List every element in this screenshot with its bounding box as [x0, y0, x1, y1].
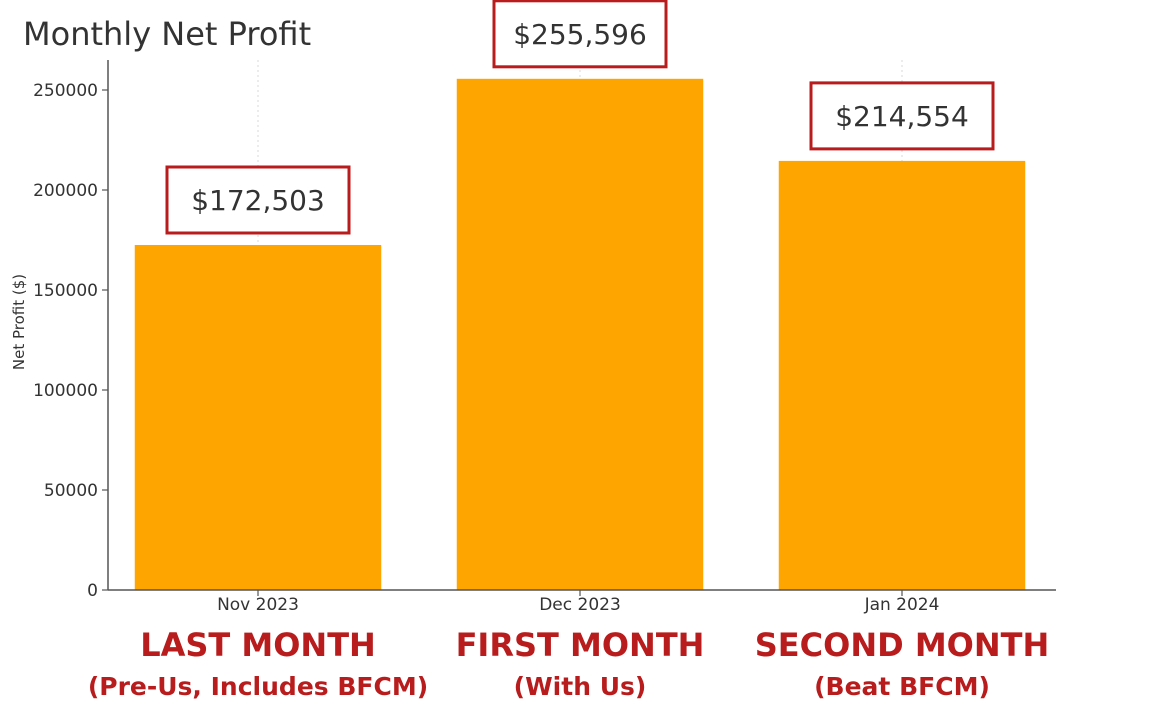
value-label-1: $172,503 — [191, 184, 325, 217]
bar-3 — [778, 160, 1026, 590]
y-tick-label-2: 100000 — [33, 381, 98, 401]
caption-sub-3: (Beat BFCM) — [814, 672, 990, 701]
plot-area: 0 50000 100000 150000 200000 250000 Nov 2023 De… — [33, 0, 1056, 701]
bar-1 — [134, 244, 382, 590]
bar-2 — [456, 78, 704, 591]
y-tick-label-5: 250000 — [33, 81, 98, 101]
value-callout-box-1 — [165, 165, 351, 235]
caption-sub-2: (With Us) — [514, 672, 647, 701]
caption-main-1: LAST MONTH — [140, 626, 376, 664]
value-label-2: $255,596 — [513, 18, 647, 51]
x-tick-label-0: Nov 2023 — [217, 595, 299, 615]
y-tick-label-4: 200000 — [33, 181, 98, 201]
caption-sub-1: (Pre-Us, Includes BFCM) — [88, 672, 428, 701]
y-tick-label-3: 150000 — [33, 281, 98, 301]
caption-main-2: FIRST MONTH — [456, 626, 705, 664]
value-callout-box-2 — [492, 0, 668, 69]
value-label-3: $214,554 — [835, 100, 969, 133]
x-tick-label-1: Dec 2023 — [539, 595, 621, 615]
x-tick-label-2: Jan 2024 — [864, 595, 940, 615]
y-tick-label-0: 0 — [87, 581, 98, 601]
chart-title: Monthly Net Profit — [23, 15, 311, 53]
caption-main-3: SECOND MONTH — [755, 626, 1050, 664]
y-tick-label-1: 50000 — [44, 481, 98, 501]
y-axis-label: Net Profit ($) — [10, 274, 28, 370]
value-callout-box-3 — [809, 81, 995, 151]
